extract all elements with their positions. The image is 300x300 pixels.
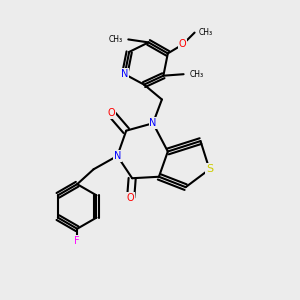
Text: N: N [121, 69, 128, 79]
Text: N: N [114, 151, 121, 161]
Text: O: O [127, 193, 134, 202]
Text: CH₃: CH₃ [199, 28, 213, 37]
Text: S: S [206, 164, 213, 174]
Text: CH₃: CH₃ [108, 35, 122, 44]
Text: O: O [107, 108, 115, 118]
Text: N: N [149, 118, 157, 128]
Text: CH₃: CH₃ [190, 70, 204, 79]
Text: O: O [179, 40, 187, 50]
Text: F: F [74, 236, 80, 246]
